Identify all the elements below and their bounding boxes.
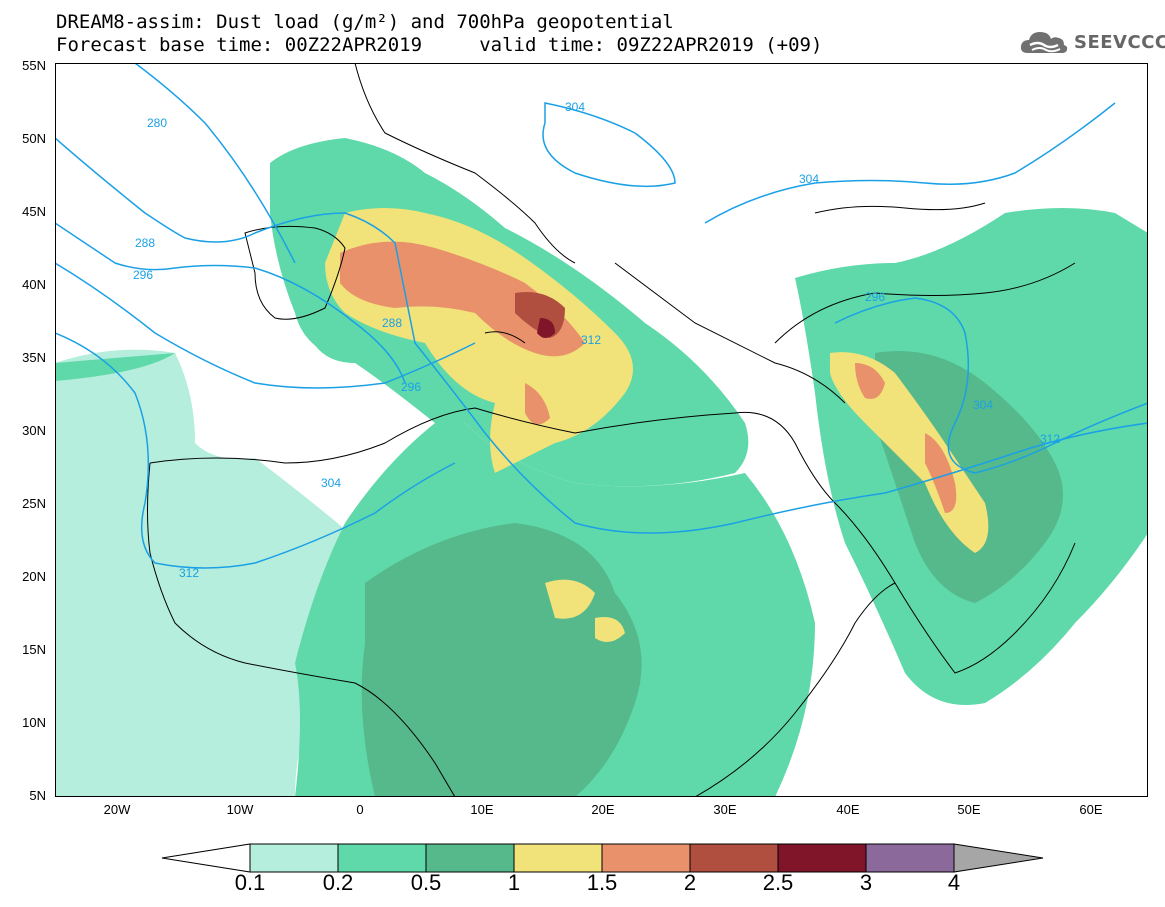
lon-label: 20W [103, 802, 131, 817]
lat-label: 25N [22, 496, 46, 511]
colorbar-segment [865, 843, 955, 873]
contour-label: 288 [135, 236, 155, 250]
lat-label: 55N [22, 58, 46, 73]
contour-label: 288 [382, 316, 402, 330]
lat-label: 50N [22, 131, 46, 146]
lon-label: 50E [957, 802, 981, 817]
lat-label: 5N [29, 788, 46, 803]
chart-title: DREAM8-assim: Dust load (g/m²) and 700hP… [56, 11, 674, 33]
contour-label: 312 [581, 333, 601, 347]
contour-label: 304 [321, 476, 341, 490]
map-frame [55, 63, 1148, 797]
cloud-icon [1020, 32, 1068, 53]
forecast-times: Forecast base time: 00Z22APR2019 valid t… [56, 34, 823, 56]
contour-label: 296 [133, 268, 153, 282]
lat-label: 10N [22, 715, 46, 730]
colorbar-label: 1 [507, 870, 521, 895]
lat-label: 15N [22, 642, 46, 657]
dust-map: 280 288 296 288 296 304 312 304 304 296 … [55, 63, 1148, 797]
colorbar-segment [953, 843, 1044, 873]
colorbar-label: 0.1 [234, 870, 266, 895]
geopotential-contours [55, 63, 1148, 569]
lat-label: 20N [22, 569, 46, 584]
contour-label: 296 [401, 380, 421, 394]
colorbar-segment [689, 843, 779, 873]
colorbar-label: 0.2 [322, 870, 354, 895]
colorbar-label: 2 [683, 870, 697, 895]
lat-label: 35N [22, 350, 46, 365]
colorbar-label: 1.5 [586, 870, 618, 895]
contour-label: 312 [1040, 432, 1060, 446]
colorbar-segment [337, 843, 427, 873]
contour-label: 312 [179, 566, 199, 580]
lon-label: 10E [470, 802, 494, 817]
coastlines [147, 63, 1076, 797]
colorbar-label: 0.5 [410, 870, 442, 895]
lon-label: 40E [836, 802, 860, 817]
colorbar-segment [249, 843, 339, 873]
contour-label: 296 [865, 290, 885, 304]
lon-label: 20E [591, 802, 615, 817]
lat-label: 30N [22, 423, 46, 438]
contour-label: 304 [973, 398, 993, 412]
colorbar-segment [513, 843, 603, 873]
colorbar-segment [777, 843, 867, 873]
lon-label: 30E [713, 802, 737, 817]
lat-label: 40N [22, 277, 46, 292]
lat-label: 45N [22, 204, 46, 219]
colorbar-segment [425, 843, 515, 873]
contour-label: 304 [799, 172, 819, 186]
contour-label: 280 [147, 116, 167, 130]
lon-label: 60E [1079, 802, 1103, 817]
colorbar-label: 3 [859, 870, 873, 895]
seevccc-logo: SEEVCCC [1018, 27, 1165, 57]
logo-text: SEEVCCC [1074, 31, 1165, 53]
contour-label: 304 [565, 100, 585, 114]
lon-label: 0 [356, 802, 364, 817]
contour-labels: 280 288 296 288 296 304 312 304 304 296 … [133, 100, 1060, 580]
colorbar [161, 843, 1044, 873]
lon-label: 10W [226, 802, 254, 817]
colorbar-segment [601, 843, 691, 873]
colorbar-label: 2.5 [762, 870, 794, 895]
dust-field [55, 138, 1148, 797]
colorbar-segment [161, 843, 251, 873]
colorbar-label: 4 [947, 870, 961, 895]
